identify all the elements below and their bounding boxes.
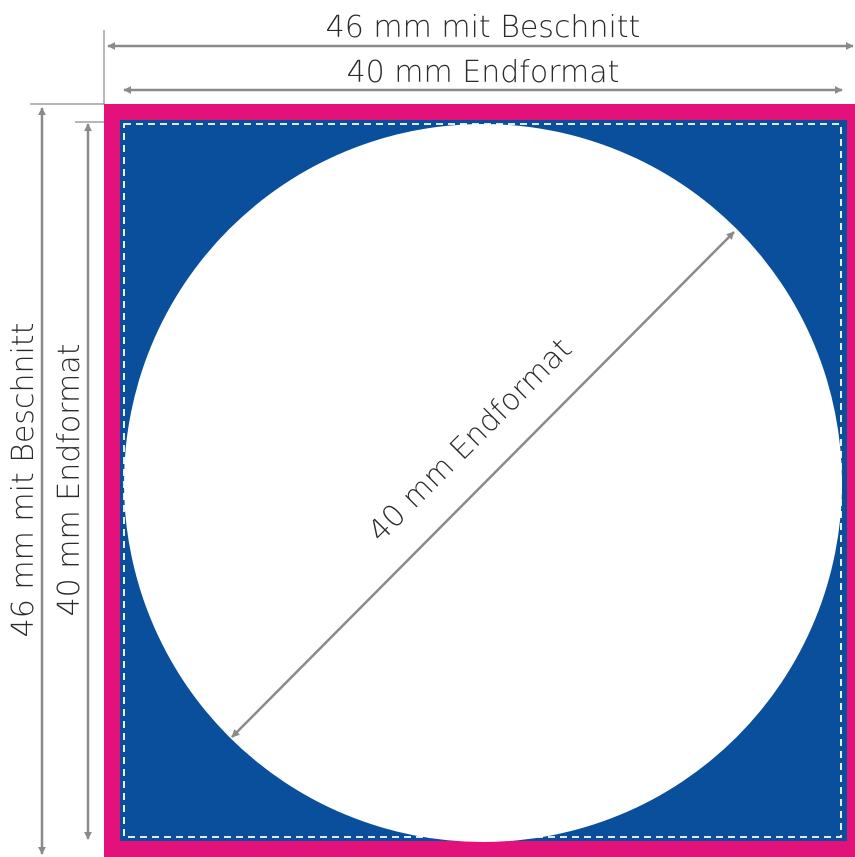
dimension-label-top-final: 40 mm Endformat	[347, 55, 620, 90]
dimension-arrow-diameter	[231, 231, 735, 738]
dimension-label-left-final: 40 mm Endformat	[52, 344, 87, 617]
dimension-label-left-bleed: 46 mm mit Beschnitt	[6, 323, 41, 638]
dimension-label-top-bleed: 46 mm mit Beschnitt	[326, 10, 641, 45]
cut-line	[123, 123, 842, 838]
